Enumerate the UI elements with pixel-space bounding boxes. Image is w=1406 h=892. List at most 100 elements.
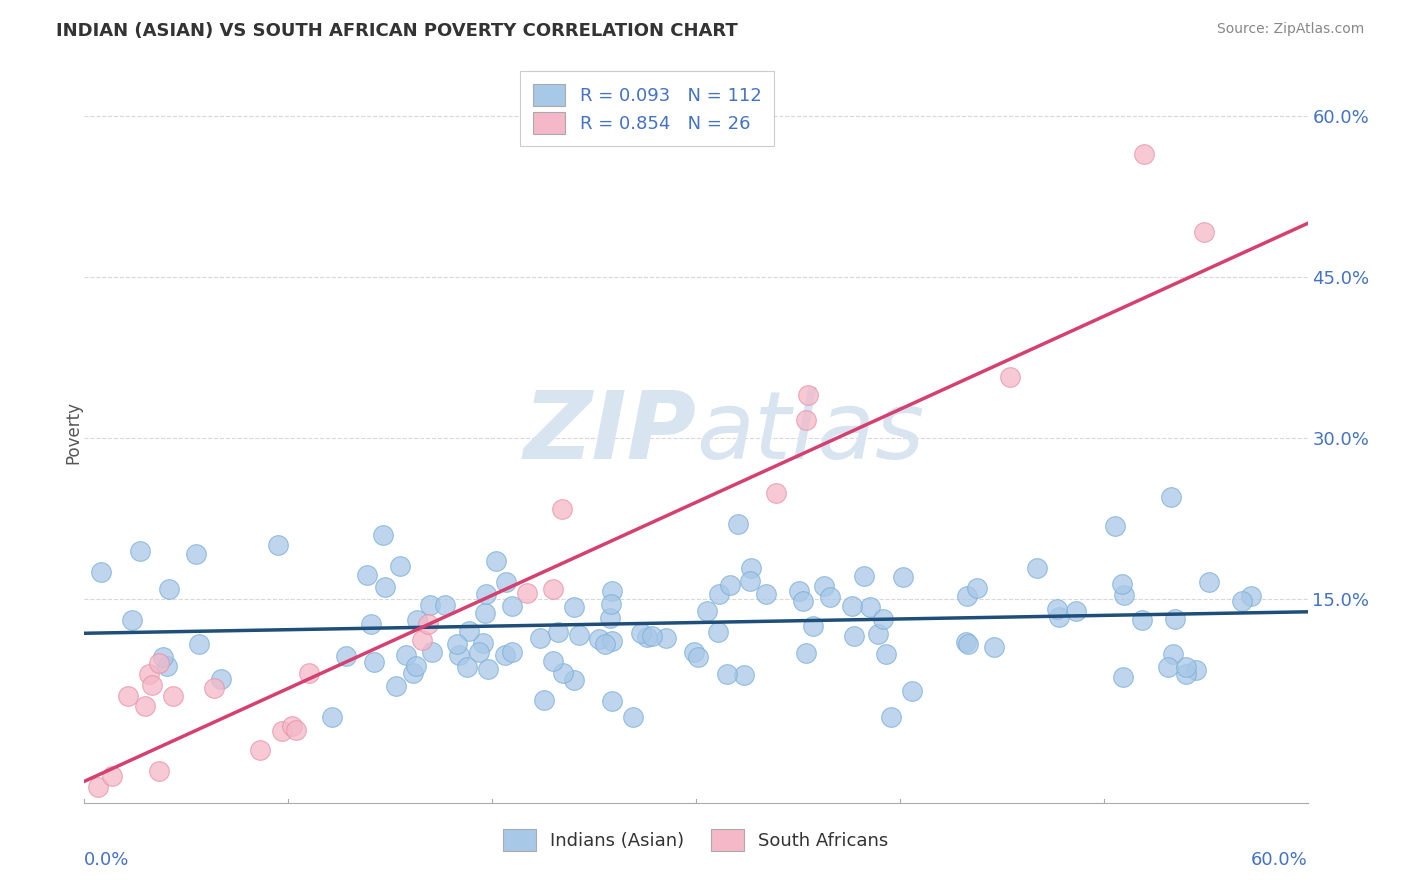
Point bbox=[474, 607, 496, 621]
Point bbox=[551, 665, 574, 680]
Point bbox=[141, 678, 163, 692]
Point bbox=[363, 655, 385, 669]
Point bbox=[957, 637, 980, 651]
Point bbox=[872, 612, 894, 626]
Point bbox=[529, 632, 551, 646]
Point bbox=[859, 600, 882, 615]
Legend: Indians (Asian), South Africans: Indians (Asian), South Africans bbox=[495, 821, 897, 861]
Point bbox=[1185, 663, 1208, 677]
Point bbox=[475, 587, 498, 601]
Point bbox=[740, 574, 762, 588]
Point bbox=[184, 547, 207, 561]
Point bbox=[564, 599, 586, 614]
Point bbox=[321, 710, 343, 724]
Point bbox=[1174, 666, 1197, 681]
Point bbox=[356, 567, 378, 582]
Point bbox=[755, 586, 778, 600]
Point bbox=[801, 619, 824, 633]
Point bbox=[893, 570, 915, 584]
Point bbox=[1130, 613, 1153, 627]
Point bbox=[1000, 370, 1022, 384]
Point bbox=[162, 689, 184, 703]
Point bbox=[411, 633, 433, 648]
Point bbox=[472, 636, 495, 650]
Point bbox=[1160, 490, 1182, 504]
Point bbox=[1025, 561, 1047, 575]
Point bbox=[335, 649, 357, 664]
Point bbox=[792, 594, 814, 608]
Point bbox=[966, 581, 988, 595]
Point bbox=[880, 710, 903, 724]
Point bbox=[551, 501, 574, 516]
Point bbox=[156, 658, 179, 673]
Point bbox=[157, 582, 180, 596]
Point bbox=[434, 598, 457, 612]
Point bbox=[1133, 146, 1156, 161]
Point bbox=[794, 647, 817, 661]
Point bbox=[599, 597, 621, 611]
Point bbox=[420, 645, 443, 659]
Text: 0.0%: 0.0% bbox=[84, 851, 129, 869]
Point bbox=[285, 723, 308, 738]
Point bbox=[844, 629, 866, 643]
Point bbox=[733, 667, 755, 681]
Point bbox=[419, 599, 441, 613]
Point bbox=[588, 632, 610, 646]
Point bbox=[600, 634, 623, 648]
Point bbox=[602, 693, 624, 707]
Point bbox=[600, 583, 623, 598]
Point bbox=[1156, 659, 1178, 673]
Point bbox=[202, 681, 225, 695]
Point bbox=[562, 673, 585, 687]
Point bbox=[568, 628, 591, 642]
Point bbox=[249, 743, 271, 757]
Point bbox=[516, 586, 538, 600]
Point bbox=[688, 649, 710, 664]
Y-axis label: Poverty: Poverty bbox=[65, 401, 82, 464]
Point bbox=[621, 710, 644, 724]
Point bbox=[813, 579, 835, 593]
Point bbox=[1198, 574, 1220, 589]
Point bbox=[495, 574, 517, 589]
Text: ZIP: ZIP bbox=[523, 386, 696, 479]
Point bbox=[547, 624, 569, 639]
Point bbox=[148, 657, 170, 671]
Point bbox=[467, 645, 489, 659]
Point bbox=[797, 388, 820, 402]
Point bbox=[374, 581, 396, 595]
Point bbox=[188, 637, 211, 651]
Point bbox=[281, 718, 304, 732]
Point bbox=[1232, 594, 1254, 608]
Point bbox=[90, 565, 112, 579]
Point bbox=[1194, 226, 1216, 240]
Point bbox=[270, 724, 292, 739]
Point bbox=[683, 645, 706, 659]
Point bbox=[1174, 660, 1197, 674]
Point bbox=[707, 587, 730, 601]
Point bbox=[501, 599, 523, 613]
Point bbox=[740, 561, 762, 575]
Point bbox=[501, 645, 523, 659]
Point bbox=[360, 617, 382, 632]
Point bbox=[955, 635, 977, 649]
Point bbox=[727, 516, 749, 531]
Point bbox=[418, 617, 440, 632]
Point bbox=[1112, 589, 1135, 603]
Point bbox=[134, 699, 156, 714]
Point bbox=[599, 611, 621, 625]
Point bbox=[543, 582, 565, 596]
Text: Source: ZipAtlas.com: Source: ZipAtlas.com bbox=[1216, 22, 1364, 37]
Point bbox=[533, 693, 555, 707]
Point bbox=[696, 605, 718, 619]
Point bbox=[100, 769, 122, 783]
Point bbox=[389, 558, 412, 573]
Point bbox=[875, 647, 897, 661]
Point bbox=[1164, 611, 1187, 625]
Point bbox=[86, 780, 108, 794]
Point bbox=[405, 613, 427, 627]
Point bbox=[787, 584, 810, 599]
Point bbox=[1047, 609, 1070, 624]
Point bbox=[121, 613, 143, 627]
Point bbox=[956, 590, 979, 604]
Point bbox=[129, 543, 152, 558]
